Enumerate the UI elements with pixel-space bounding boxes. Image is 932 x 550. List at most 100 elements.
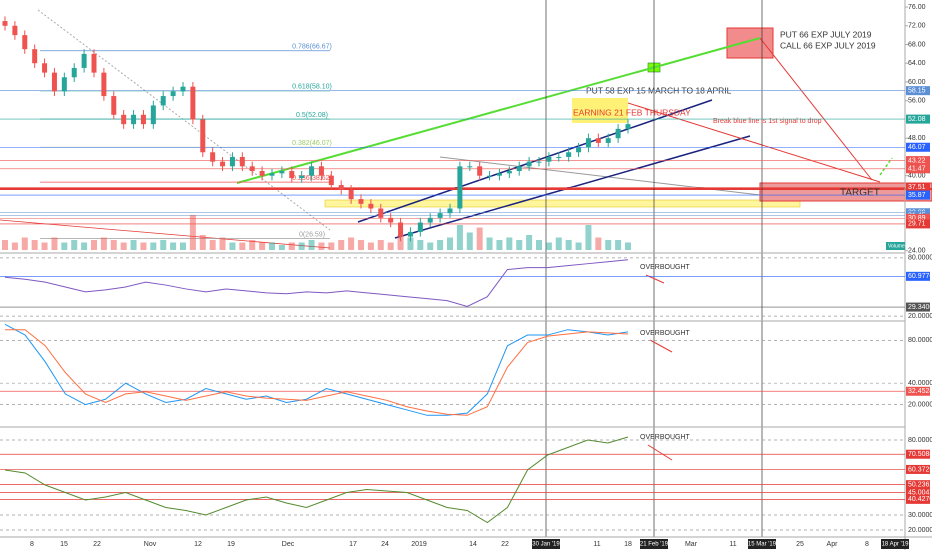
- volume-tag: Volume: [888, 243, 905, 249]
- candle-body: [131, 114, 137, 125]
- volume-bar: [526, 235, 533, 250]
- y-tick-label: 29.3406: [908, 304, 932, 311]
- candle-body: [378, 208, 384, 218]
- x-tick-label: 21 Feb '19: [640, 542, 669, 548]
- x-label-bg: [640, 539, 668, 549]
- volume-bar: [605, 240, 612, 250]
- fib-label: 0.382(46.07): [292, 140, 332, 147]
- annotation: OVERBOUGHT: [640, 434, 691, 441]
- y-label-bg: [906, 480, 930, 490]
- volume-bar: [585, 225, 592, 250]
- volume-bar: [249, 240, 256, 250]
- candle-body: [457, 166, 463, 209]
- annotation: OVERBOUGHT: [640, 330, 691, 337]
- candle-body: [269, 173, 275, 176]
- volume-bar: [437, 240, 444, 250]
- volume-bar: [516, 240, 523, 250]
- trend-line: [236, 37, 761, 184]
- x-tick-label: 8: [30, 541, 34, 548]
- fib-label: 0.786(66.67): [292, 44, 332, 51]
- candle-body: [239, 156, 245, 167]
- y-tick-label: 76.00: [908, 4, 926, 11]
- put-call-box: [726, 27, 774, 59]
- candle-body: [170, 91, 176, 97]
- volume-bar: [140, 242, 147, 250]
- x-tick-label: 25: [796, 541, 804, 548]
- candle-body: [605, 138, 611, 143]
- arrow: [649, 339, 673, 353]
- x-label-bg: [748, 539, 776, 549]
- candle-body: [477, 166, 483, 176]
- volume-bar: [427, 242, 434, 250]
- volume-bar: [387, 242, 394, 250]
- annotation: CALL 66 EXP JULY 2019: [780, 40, 876, 50]
- candle-body: [566, 152, 572, 157]
- y-tick-label: 40.00: [908, 173, 926, 180]
- level-label: 35.87: [908, 192, 926, 199]
- candle-body: [71, 67, 77, 78]
- volume-bar: [456, 225, 463, 250]
- volume-bar: [328, 242, 335, 250]
- x-tick-label: 2019: [411, 541, 427, 548]
- x-tick-label: 24: [381, 541, 389, 548]
- candle-body: [318, 166, 324, 176]
- volume-bar: [150, 242, 157, 250]
- indicator-line: [4, 323, 629, 416]
- volume-bar: [555, 237, 562, 250]
- volume-bar: [486, 237, 493, 250]
- candle-body: [160, 96, 166, 106]
- candle-body: [299, 175, 305, 179]
- volume-bar: [120, 242, 127, 250]
- candle-body: [447, 208, 453, 214]
- x-tick-label: Dec: [282, 541, 295, 548]
- volume-bar: [61, 242, 68, 250]
- y-tick-label: 60.00: [908, 79, 926, 86]
- candle-body: [81, 53, 87, 68]
- volume-bar: [219, 237, 226, 250]
- x-tick-label: 22: [93, 541, 101, 548]
- volume-bar: [21, 237, 28, 250]
- volume-bar: [11, 242, 18, 250]
- indicator-line: [4, 259, 629, 307]
- fib-diagonal: [37, 9, 331, 231]
- y-tick-label: 45.0047: [908, 489, 932, 496]
- x-label-bg: [532, 539, 560, 549]
- volume-bar: [130, 240, 137, 250]
- candle-body: [279, 171, 285, 174]
- volume-bar: [110, 240, 117, 250]
- annotation: PUT 66 EXP JULY 2019: [780, 29, 872, 39]
- candle-body: [229, 156, 235, 167]
- volume-bar: [2, 240, 8, 250]
- y-tick-label: 72.00: [908, 23, 926, 30]
- candle-body: [487, 175, 493, 177]
- level-label-bg: [906, 190, 930, 200]
- x-tick-label: 14: [469, 541, 477, 548]
- candle-body: [180, 86, 186, 92]
- x-tick-label: 8: [865, 541, 869, 548]
- candle-body: [338, 185, 344, 190]
- candle-body: [625, 124, 631, 129]
- volume-bar: [308, 240, 315, 250]
- annotation: EARNING 21 FEB THURSDAY: [573, 107, 691, 117]
- y-tick-label: 20.0000: [908, 527, 932, 534]
- candle-body: [467, 166, 473, 168]
- y-label-bg: [906, 386, 930, 396]
- volume-bar: [269, 242, 275, 250]
- candle-body: [546, 156, 552, 162]
- candle-body: [526, 161, 532, 167]
- y-tick-label: 60.3725: [908, 466, 932, 473]
- volume-bar: [417, 240, 424, 250]
- volume-bar: [575, 242, 582, 250]
- y-tick-label: 70.5088: [908, 451, 932, 458]
- y-label-bg: [906, 449, 930, 459]
- candle-body: [595, 138, 601, 143]
- y-label-bg: [906, 271, 930, 281]
- candle-body: [140, 114, 146, 125]
- x-tick-label: 19: [227, 541, 235, 548]
- annotation: TARGET: [840, 188, 880, 199]
- candle-body: [51, 72, 57, 92]
- candle-body: [417, 222, 423, 232]
- annotation: PUT 58 EXP 15 MARCH TO 18 APRIL: [586, 85, 732, 95]
